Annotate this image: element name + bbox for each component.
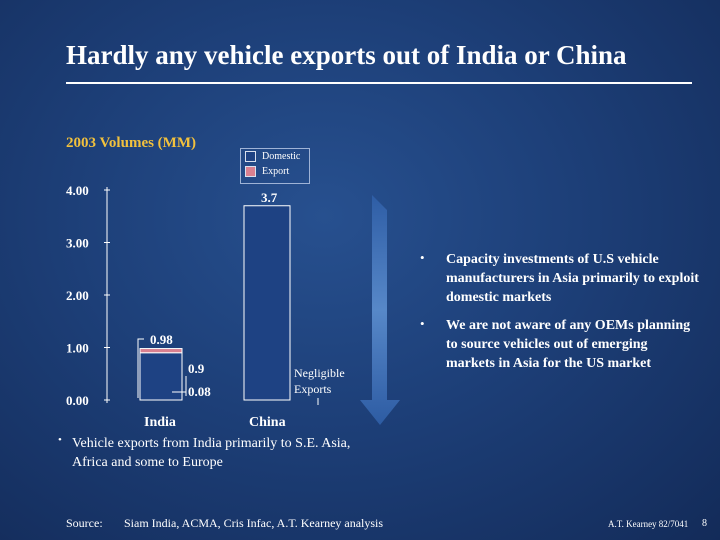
x-label-india: India (144, 415, 176, 430)
source-label: Source: (66, 516, 103, 530)
y-tick-label: 4.00 (66, 183, 89, 198)
y-tick-label: 3.00 (66, 236, 89, 251)
label-india-export: 0.08 (188, 384, 211, 399)
legend-label-export: Export (262, 166, 290, 177)
bar-china-domestic (243, 205, 291, 401)
legend-label-domestic: Domestic (262, 151, 301, 162)
label-negligible-line-2: Exports (294, 382, 332, 396)
bullet-1: • Capacity investments of U.S vehicle ma… (420, 250, 700, 307)
source-text: Siam India, ACMA, Cris Infac, A.T. Kearn… (124, 516, 384, 530)
bullet-dot: • (420, 250, 425, 265)
note-bullet-dot: • (58, 434, 62, 446)
chart-note: Vehicle exports from India primarily to … (72, 436, 351, 470)
y-tick-label: 1.00 (66, 341, 89, 356)
legend: Domestic Export (240, 148, 310, 184)
x-label-china: China (249, 415, 286, 430)
label-negligible-line-1: Negligible (294, 366, 345, 380)
bullet-dot: • (420, 316, 425, 331)
label-negligible-exports: Negligible Exports (294, 366, 348, 396)
page-number: 8 (702, 518, 707, 529)
bullet-1-text: Capacity investments of U.S vehicle manu… (446, 252, 699, 305)
legend-item-domestic: Domestic (245, 151, 300, 162)
y-tick-label: 0.00 (66, 393, 89, 408)
bullet-2-text: We are not aware of any OEMs planning to… (446, 318, 691, 371)
separator-arrow-shape (360, 195, 400, 425)
bar-india-export (139, 348, 183, 354)
title-divider (66, 82, 692, 84)
bar-india-domestic (139, 352, 183, 401)
label-india-total: 0.98 (150, 332, 173, 347)
page-title: Hardly any vehicle exports out of India … (66, 40, 627, 70)
footer-code: A.T. Kearney 82/7041 (608, 519, 689, 529)
y-tick-label: 2.00 (66, 288, 89, 303)
label-china-total: 3.7 (261, 190, 278, 205)
leader-india-total (137, 338, 144, 398)
chart-title: 2003 Volumes (MM) (66, 135, 196, 151)
bullet-2: • We are not aware of any OEMs planning … (420, 316, 700, 373)
legend-item-export: Export (245, 166, 289, 177)
legend-swatch-export (245, 166, 256, 177)
legend-swatch-domestic (245, 151, 256, 162)
label-india-domestic: 0.9 (188, 361, 205, 376)
